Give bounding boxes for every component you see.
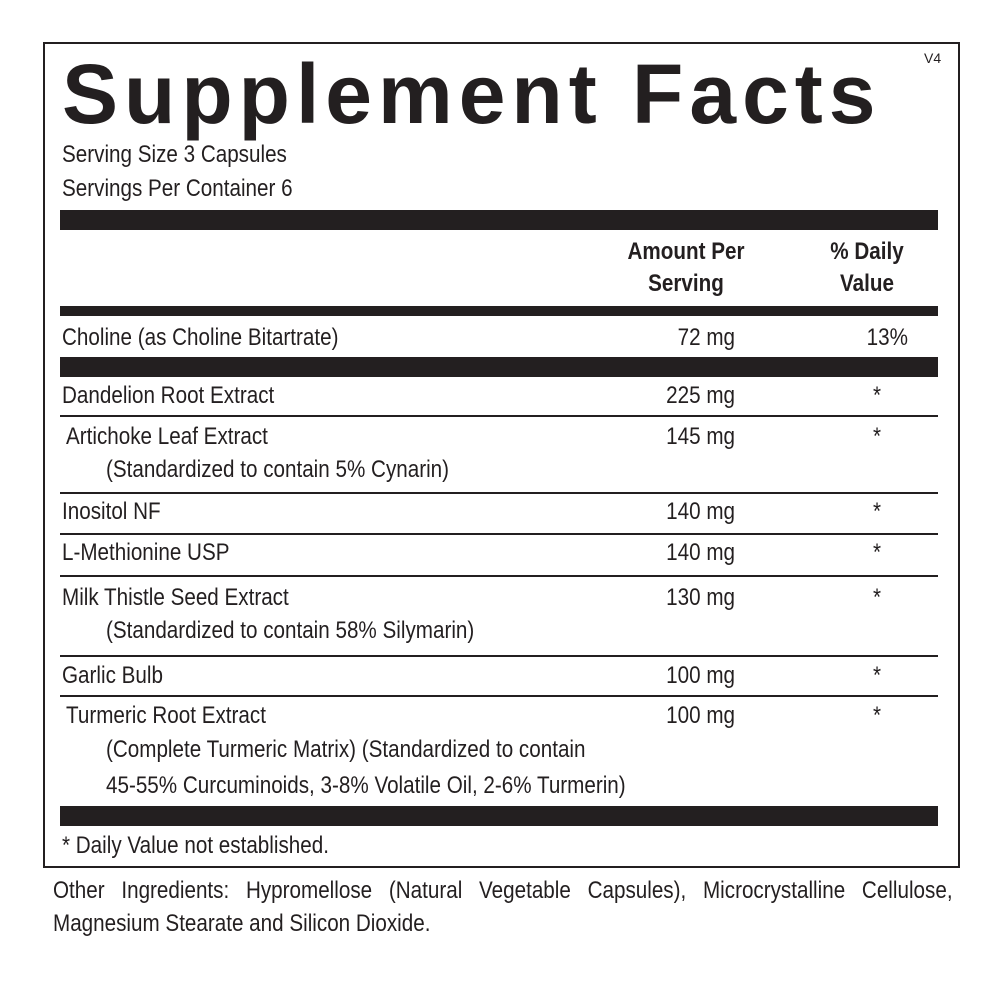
ingredient-standardization: (Standardized to contain 5% Cynarin) (106, 456, 450, 483)
ingredient-standardization: (Standardized to contain 58% Silymarin) (106, 617, 475, 644)
ingredient-daily-value: * (872, 423, 882, 450)
ingredient-name: Inositol NF (62, 498, 161, 525)
row-divider (60, 655, 938, 657)
ingredient-daily-value: * (872, 662, 882, 689)
choline-amount: 72 mg (677, 324, 735, 351)
ingredient-name: L-Methionine USP (62, 539, 230, 566)
ingredient-amount: 100 mg (666, 702, 735, 729)
row-divider (60, 533, 938, 535)
servings-per-container: Servings Per Container 6 (62, 175, 293, 202)
other-ingredients: Other Ingredients: Hypromellose (Natural… (53, 874, 953, 940)
choline-dv: 13% (866, 324, 908, 351)
ingredient-amount: 145 mg (666, 423, 735, 450)
choline-name: Choline (as Choline Bitartrate) (62, 324, 339, 351)
serving-size: Serving Size 3 Capsules (62, 141, 287, 168)
ingredient-daily-value: * (872, 584, 882, 611)
row-divider (60, 492, 938, 494)
dv-header-2: Value (840, 270, 894, 297)
ingredient-name: Garlic Bulb (62, 662, 163, 689)
footnote: * Daily Value not established. (62, 832, 329, 859)
divider-thick (60, 210, 938, 230)
ingredient-amount: 100 mg (666, 662, 735, 689)
ingredient-amount: 140 mg (666, 539, 735, 566)
divider-medium (60, 306, 938, 316)
dv-header: % Daily (830, 238, 904, 265)
ingredient-daily-value: * (872, 498, 882, 525)
row-divider (60, 695, 938, 697)
ingredient-daily-value: * (872, 539, 882, 566)
ingredient-name: Dandelion Root Extract (62, 382, 275, 409)
ingredient-name: Turmeric Root Extract (66, 702, 266, 729)
ingredient-standardization: 45-55% Curcuminoids, 3-8% Volatile Oil, … (106, 772, 626, 799)
row-divider (60, 575, 938, 577)
ingredient-name: Milk Thistle Seed Extract (62, 584, 289, 611)
ingredient-daily-value: * (872, 702, 882, 729)
ingredient-amount: 225 mg (666, 382, 735, 409)
other-ingredients-text: Other Ingredients: Hypromellose (Natural… (53, 877, 953, 937)
amount-header: Amount Per (627, 238, 745, 265)
ingredient-amount: 140 mg (666, 498, 735, 525)
ingredient-standardization: (Complete Turmeric Matrix) (Standardized… (106, 736, 586, 763)
amount-header-2: Serving (648, 270, 724, 297)
ingredient-name: Artichoke Leaf Extract (66, 423, 268, 450)
divider-thick (60, 357, 938, 377)
ingredient-daily-value: * (872, 382, 882, 409)
version-mark: V4 (924, 50, 942, 66)
panel-title: Supplement Facts (62, 47, 882, 141)
facts-panel-border (43, 42, 960, 868)
row-divider (60, 415, 938, 417)
divider-thick (60, 806, 938, 826)
ingredient-amount: 130 mg (666, 584, 735, 611)
